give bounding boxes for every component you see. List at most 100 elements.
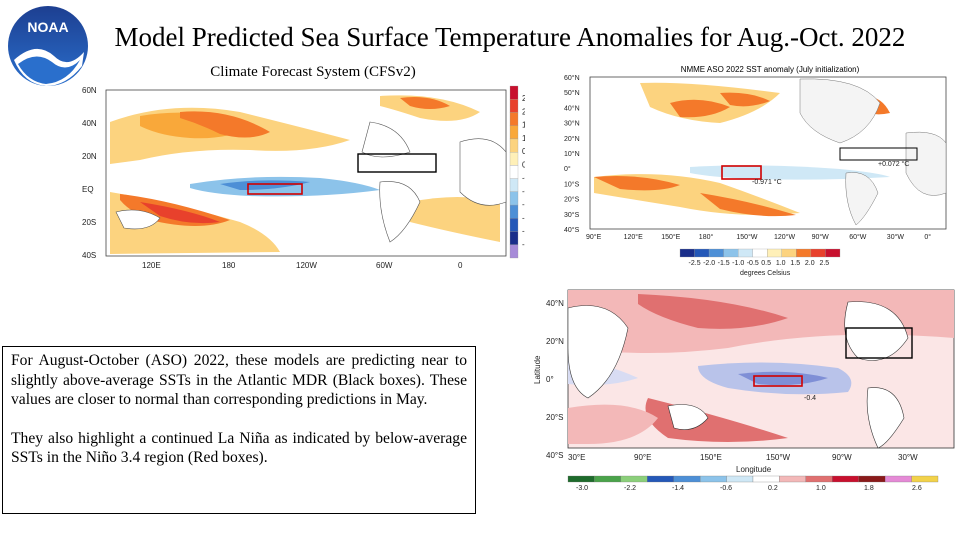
colorbar-tick-label: 1.0 — [776, 260, 786, 267]
colorbar-swatch — [509, 244, 519, 259]
lon-labels: 90°E 120°E 150°E 180° 150°W 120°W 90°W 60°W 30°W… — [586, 233, 931, 241]
colorbar-tick-label: 1.5 — [522, 121, 525, 130]
colorbar-swatch — [509, 85, 519, 100]
colorbar-tick-label: 2.5 — [522, 94, 525, 103]
lon-label: 180° — [699, 233, 714, 241]
colorbar-tick-label: 0.5 — [522, 147, 525, 156]
third-model-colorbar: -3.0 -2.2 -1.4 -0.6 0.2 1.0 1.8 2.6 — [567, 475, 939, 492]
africa-land — [459, 138, 507, 206]
colorbar-tick-label: -0.5 — [747, 260, 759, 267]
lat-label: 30°N — [564, 120, 580, 128]
lon-label: 90°W — [832, 453, 852, 462]
colorbar-tick-label: -0.5 — [522, 187, 525, 196]
lon-label: 30°W — [887, 233, 905, 241]
colorbar-tick-label: -2.5 — [522, 240, 525, 249]
colorbar-swatch — [726, 475, 754, 483]
colorbar-swatch — [694, 248, 710, 258]
lon-labels: 30°E 90°E 150°E 150°W 90°W 30°W — [568, 453, 918, 462]
contour-label: -0.4 — [804, 395, 816, 402]
logo-text: NOAA — [27, 19, 68, 35]
colorbar-swatch — [825, 248, 841, 258]
lat-label: 0° — [564, 165, 571, 173]
nino34-box — [721, 165, 762, 180]
colorbar-swatch — [679, 248, 695, 258]
lat-label: 0° — [546, 375, 554, 384]
nino34-box — [753, 375, 803, 387]
atlantic-mdr-box — [845, 327, 913, 359]
north-america-land — [799, 78, 881, 144]
lat-label: 20°N — [546, 337, 564, 346]
lon-label: 90°E — [634, 453, 651, 462]
nmme-map: -0.971 °C +0.072 °C 60°N 50°N 40°N 30°N 20°N… — [564, 74, 947, 277]
lon-label: 120W — [296, 261, 317, 270]
lat-labels: 60°N 50°N 40°N 30°N 20°N 10°N 0° 10°S 20°S 30°S 40… — [564, 74, 580, 234]
warm-region — [594, 176, 680, 191]
colorbar-swatch — [832, 475, 859, 483]
lat-label: 50°N — [564, 89, 580, 97]
colorbar-tick-label: -2.5 — [689, 260, 701, 267]
colorbar-tick-label: -1.0 — [732, 260, 744, 267]
lon-label: 180 — [222, 261, 236, 270]
colorbar-tick-label: -0.6 — [720, 485, 732, 492]
warm-region — [638, 294, 788, 329]
colorbar-swatch — [620, 475, 648, 483]
colorbar-label: degrees Celsius — [740, 270, 791, 277]
lon-label: 150°E — [661, 233, 680, 241]
colorbar-swatch — [723, 248, 739, 258]
cool-region — [690, 165, 890, 180]
colorbar-swatch — [752, 475, 780, 483]
nmme-colorbar: -2.5 -2.0 -1.5 -1.0 -0.5 0.5 1.0 1.5 2.0 2.5 — [679, 248, 841, 267]
noaa-logo: NOAA — [8, 6, 88, 86]
lon-label: 0 — [458, 261, 463, 270]
cfsv2-subtitle: Climate Forecast System (CFSv2) — [210, 64, 416, 80]
lat-label: 40°S — [546, 451, 563, 460]
description-box: For August-October (ASO) 2022, these mod… — [2, 346, 476, 514]
lat-label: 60°N — [564, 74, 580, 82]
lat-label: 40°S — [564, 226, 580, 234]
page-title: Model Predicted Sea Surface Temperature … — [114, 22, 906, 52]
lat-label: 40S — [82, 251, 96, 260]
cool-region — [220, 180, 310, 190]
lat-label: 20N — [82, 152, 97, 161]
lon-label: 60W — [376, 261, 393, 270]
lat-label: 40N — [82, 119, 97, 128]
south-america-land — [866, 387, 905, 449]
colorbar-tick-label: -3.0 — [576, 485, 588, 492]
colorbar-tick-label: 2.6 — [912, 485, 922, 492]
colorbar-swatch — [647, 475, 674, 483]
colorbar-tick-label: 0.5 — [761, 260, 771, 267]
warm-region — [180, 111, 270, 138]
lat-label: 10°S — [564, 180, 580, 188]
colorbar-tick-label: -2.0 — [703, 260, 715, 267]
warm-region — [568, 404, 658, 444]
colorbar-tick-label: -2 — [522, 227, 525, 236]
lat-label: 60N — [82, 86, 97, 95]
colorbar-swatch — [911, 475, 939, 483]
north-america-land — [361, 121, 411, 158]
colorbar-tick-label: 2.5 — [819, 260, 829, 267]
colorbar-tick-label: -1.5 — [522, 213, 525, 222]
colorbar-tick-label: -1 — [522, 200, 525, 209]
colorbar-tick-label: 1.8 — [864, 485, 874, 492]
lon-label: 0° — [924, 233, 931, 241]
lat-labels: 40°N 20°N 0° 20°S 40°S — [546, 299, 564, 460]
cool-region — [738, 371, 828, 386]
cfsv2-map: 60N 40N 20N EQ 20S 40S 120E 180 120W 60W… — [82, 85, 525, 270]
colorbar-swatch — [509, 191, 519, 206]
colorbar-swatch — [779, 475, 807, 483]
mdr-value-label: +0.072 °C — [878, 160, 909, 168]
nmme-subtitle: NMME ASO 2022 SST anomaly (July initiali… — [680, 65, 860, 74]
lon-label: 30°E — [568, 453, 585, 462]
lon-label: 120E — [142, 261, 161, 270]
australia-land — [667, 404, 709, 430]
south-america-land — [379, 181, 421, 243]
colorbar-swatch — [509, 125, 519, 140]
x-axis-label: Longitude — [736, 465, 772, 474]
lat-label: 40°N — [546, 299, 564, 308]
lon-label: 30°W — [898, 453, 918, 462]
lat-label: 20°S — [546, 413, 563, 422]
lon-label: 60°W — [849, 233, 867, 241]
lat-label: 20°S — [564, 196, 580, 204]
colorbar-swatch — [673, 475, 701, 483]
colorbar-tick-label: 2 — [522, 107, 525, 116]
